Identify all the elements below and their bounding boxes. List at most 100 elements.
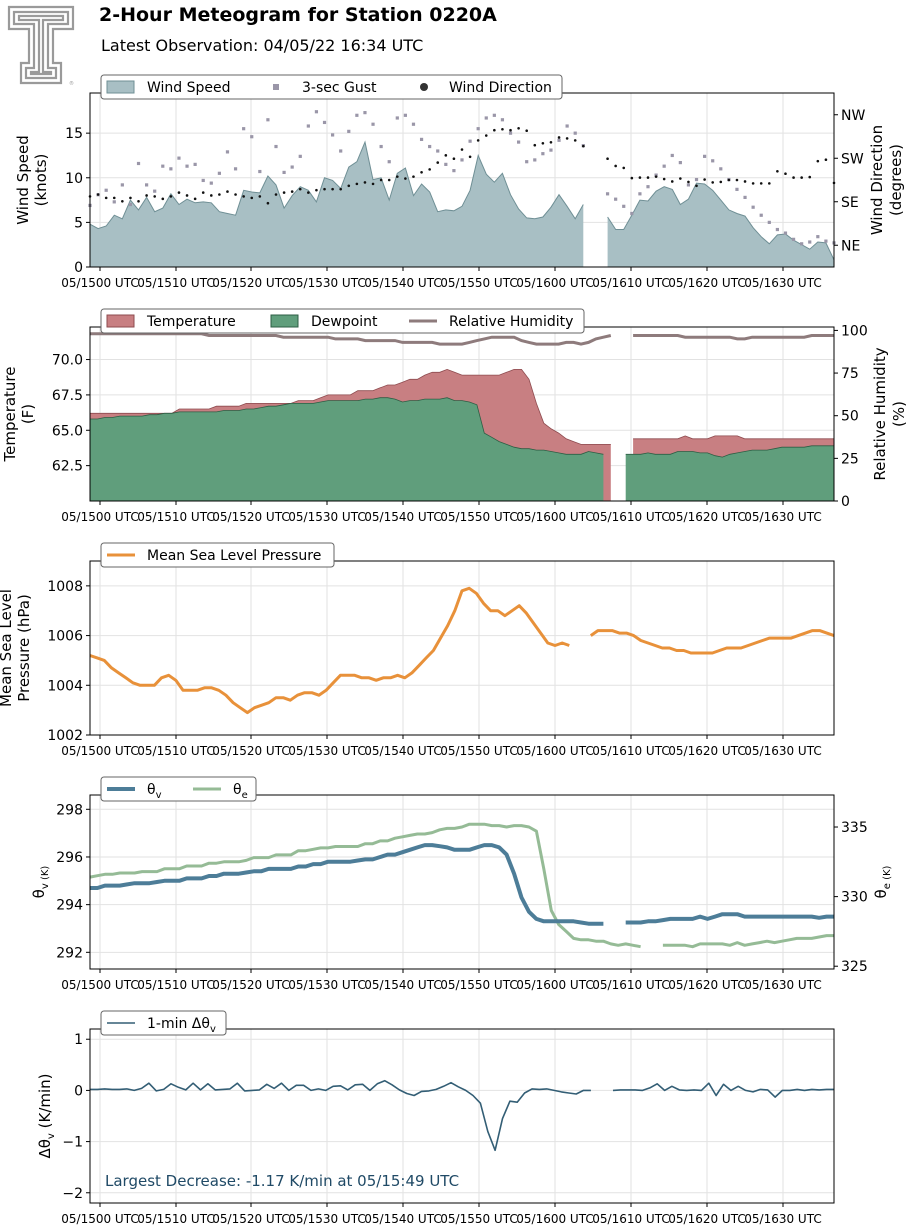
- gust-point: [800, 242, 804, 246]
- legend-box: [100, 776, 257, 802]
- direction-point: [711, 181, 714, 184]
- gust-point: [314, 110, 319, 114]
- gust-point: [104, 188, 108, 192]
- gust-point: [225, 150, 230, 154]
- gust-point: [614, 197, 618, 201]
- gust-point: [743, 195, 747, 199]
- gust-point: [209, 181, 213, 185]
- y-tick-label: 1008: [47, 579, 83, 595]
- gust-point: [500, 118, 505, 122]
- direction-point: [533, 143, 537, 147]
- direction-point: [614, 164, 617, 168]
- gust-point: [767, 220, 771, 224]
- y2-tick-label: 335: [841, 820, 868, 836]
- gust-point: [783, 231, 788, 235]
- x-tick-label: 05/1550 UTC: [440, 510, 517, 524]
- direction-point: [412, 175, 415, 178]
- gust-point: [128, 202, 133, 207]
- direction-point: [169, 195, 173, 198]
- gust-point: [476, 127, 480, 131]
- legend-label-temperature: Temperature: [146, 314, 236, 330]
- direction-point: [112, 196, 116, 200]
- y-axis-label: Temperature: [1, 366, 19, 462]
- gust-point: [460, 158, 464, 162]
- legend-box: [100, 542, 335, 568]
- direction-point: [153, 195, 156, 198]
- y-tick-label: 10: [65, 171, 83, 187]
- x-tick-label: 05/1500 UTC: [61, 510, 138, 524]
- direction-point: [250, 196, 254, 200]
- direction-point: [493, 128, 496, 132]
- x-tick-label: 05/1520 UTC: [212, 1212, 289, 1226]
- gust-point: [517, 140, 521, 144]
- legend-swatch-temperature: [106, 314, 135, 328]
- x-tick-label: 05/1510 UTC: [137, 978, 214, 992]
- gust-point: [694, 177, 699, 182]
- direction-point: [525, 129, 528, 132]
- plot-border: [89, 794, 835, 970]
- gust-point: [379, 144, 383, 149]
- y2-axis-label: Relative Humidity: [871, 347, 889, 480]
- x-tick-label: 05/1540 UTC: [364, 744, 441, 758]
- legend-box: [100, 74, 563, 100]
- y-axis-label: Δθv (K/min): [36, 1073, 57, 1158]
- rh-line: [633, 334, 834, 341]
- x-tick-label: 05/1530 UTC: [288, 510, 365, 524]
- gust-point: [136, 161, 141, 166]
- legend-label-dtheta: 1-min Δθv: [147, 1016, 216, 1035]
- direction-point: [145, 194, 148, 197]
- gust-point: [387, 160, 391, 164]
- y-tick-label: 1004: [47, 678, 83, 694]
- legend-box: [100, 1010, 227, 1036]
- direction-point: [404, 177, 407, 180]
- direction-point: [137, 199, 140, 203]
- legend-label-theta-e: θe: [233, 782, 248, 801]
- direction-point: [282, 191, 286, 194]
- gust-point: [185, 164, 189, 168]
- direction-point: [315, 188, 318, 192]
- y-tick-label: 292: [56, 945, 83, 961]
- y-axis-label: (F): [19, 404, 37, 424]
- direction-point: [242, 195, 245, 198]
- dewpoint-line: [625, 445, 834, 458]
- gust-point: [436, 149, 440, 153]
- dewpoint-line: [90, 397, 604, 455]
- direction-point: [331, 187, 334, 191]
- dewpoint-area: [90, 397, 604, 501]
- gust-point: [654, 173, 658, 177]
- wind-speed-area: [607, 183, 834, 267]
- x-tick-label: 05/1530 UTC: [288, 978, 365, 992]
- gust-point: [573, 131, 577, 135]
- gust-point: [217, 171, 221, 175]
- direction-point: [501, 127, 504, 131]
- direction-point: [226, 190, 229, 193]
- gust-point: [395, 116, 399, 120]
- x-tick-label: 05/1630 UTC: [744, 510, 821, 524]
- x-tick-label: 05/1500 UTC: [61, 744, 138, 758]
- x-tick-label: 05/1610 UTC: [592, 276, 669, 290]
- gust-point: [508, 131, 513, 135]
- gust-point: [250, 135, 254, 139]
- gust-point: [339, 149, 343, 153]
- x-tick-label: 05/1500 UTC: [61, 1212, 138, 1226]
- x-tick-label: 05/1620 UTC: [668, 510, 745, 524]
- gust-point: [646, 185, 650, 189]
- direction-point: [768, 182, 771, 185]
- pressure-line: [89, 586, 570, 715]
- direction-point: [719, 180, 723, 184]
- x-tick-label: 05/1630 UTC: [744, 744, 821, 758]
- direction-point: [396, 175, 399, 178]
- gust-point: [161, 164, 165, 168]
- gust-point: [282, 170, 286, 175]
- x-tick-label: 05/1600 UTC: [516, 276, 593, 290]
- x-tick-label: 05/1620 UTC: [668, 276, 745, 290]
- y-axis-label: θv (K): [30, 866, 51, 899]
- direction-point: [185, 194, 189, 197]
- x-tick-label: 05/1610 UTC: [592, 510, 669, 524]
- direction-point: [695, 184, 698, 188]
- x-tick-label: 05/1610 UTC: [592, 744, 669, 758]
- gust-point: [201, 178, 205, 183]
- gust-point: [630, 211, 634, 216]
